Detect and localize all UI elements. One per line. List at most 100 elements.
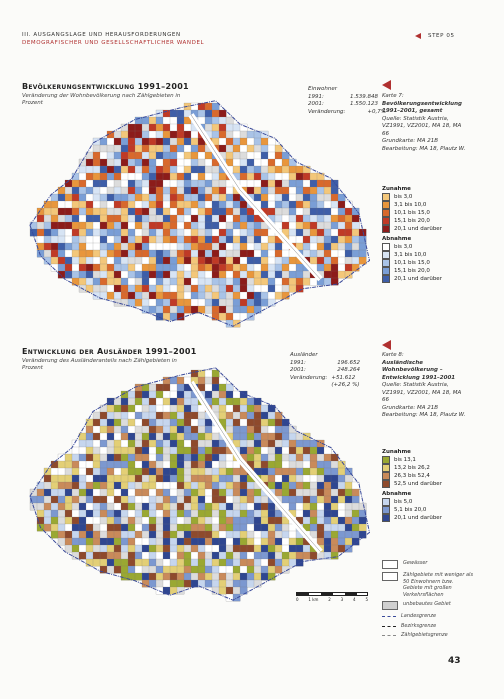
map-cell [211, 376, 220, 385]
map-cell [225, 579, 234, 588]
map-cell [211, 369, 220, 378]
map-cell [141, 551, 150, 560]
map-cell [141, 207, 150, 216]
map-cell [176, 277, 185, 286]
map-cell [141, 446, 150, 455]
map-cell [316, 495, 325, 504]
map-cell [50, 502, 59, 511]
map-cell [134, 270, 143, 279]
map-cell [120, 228, 129, 237]
map-cell [92, 200, 101, 209]
legend-group-title: Zunahme [382, 449, 411, 455]
map-cell [253, 509, 262, 518]
map-cell [148, 256, 157, 265]
map-cell [274, 207, 283, 216]
caption-author: Bearbeitung: MA 18, Plautz W. [382, 412, 466, 418]
map-cell [43, 235, 52, 244]
map-cell [120, 172, 129, 181]
map-cell [323, 488, 332, 497]
map-cell [183, 284, 192, 293]
map-cell [64, 530, 73, 539]
map-cell [85, 263, 94, 272]
map-cell [78, 544, 87, 553]
map-legend-box [382, 560, 398, 569]
stats-label: 1991: [290, 359, 306, 366]
map-cell [281, 481, 290, 490]
map-cell [120, 277, 129, 286]
map-cell [204, 193, 213, 202]
map-cell [155, 481, 164, 490]
map-cell [232, 390, 241, 399]
caption: Karte 7: Bevölkerungsentwicklung 1991–200… [382, 93, 470, 153]
map-cell [169, 186, 178, 195]
map-cell [232, 418, 241, 427]
map-cell [99, 530, 108, 539]
map-cell [267, 411, 276, 420]
stats-row: 1991: 196.652 [290, 360, 360, 368]
legend: Zunahme bis 3,0 3,1 bis 10,0 10,1 bis 15,0 1… [382, 183, 442, 283]
map-cell [113, 495, 122, 504]
map-cell [155, 530, 164, 539]
map-cell [274, 200, 283, 209]
map-cell [260, 256, 269, 265]
map-cell [141, 298, 150, 307]
map-cell [211, 488, 220, 497]
map-cell [134, 432, 143, 441]
map-cell [155, 509, 164, 518]
map-cell [197, 495, 206, 504]
map-cell [120, 151, 129, 160]
map-cell [246, 284, 255, 293]
map-cell [239, 488, 248, 497]
map-cell [155, 263, 164, 272]
map-cell [309, 256, 318, 265]
map-cell [232, 263, 241, 272]
map-cell [239, 551, 248, 560]
map-cell [225, 284, 234, 293]
map-cell [92, 481, 101, 490]
map-cell [141, 453, 150, 462]
map-cell [169, 263, 178, 272]
legend-label: bis 3,0 [394, 244, 413, 250]
map-cell [148, 579, 157, 588]
stats-row: 2001: 248.264 [290, 367, 360, 375]
map-cell [141, 432, 150, 441]
map-cell [190, 228, 199, 237]
map-cell [134, 256, 143, 265]
map-cell [351, 523, 360, 532]
map-cell [148, 530, 157, 539]
map-cell [148, 453, 157, 462]
map-cell [232, 270, 241, 279]
map-cell [92, 228, 101, 237]
map-cell [155, 123, 164, 132]
map-cell [337, 544, 346, 553]
map-cell [113, 256, 122, 265]
legend-label: 52,5 und darüber [394, 481, 442, 487]
map-cell [120, 270, 129, 279]
map-cell [323, 544, 332, 553]
map-cell [113, 516, 122, 525]
map-cell [106, 179, 115, 188]
map-cell [99, 207, 108, 216]
map-cell [176, 235, 185, 244]
map-cell [183, 214, 192, 223]
map-cell [225, 291, 234, 300]
danube-edge [190, 382, 321, 552]
map-cell [253, 495, 262, 504]
map-cell [295, 488, 304, 497]
map-cell [344, 221, 353, 230]
map-cell [267, 446, 276, 455]
legend-item: bis 3,0 [382, 243, 442, 251]
map-cell [183, 158, 192, 167]
map-cell [183, 558, 192, 567]
map-cell [190, 144, 199, 153]
map-cell [183, 207, 192, 216]
map-cell [302, 432, 311, 441]
map-cell [253, 418, 262, 427]
map-cell [344, 207, 353, 216]
map-cell [162, 537, 171, 546]
map-cell [155, 551, 164, 560]
map-cell [197, 109, 206, 118]
map-cell [330, 249, 339, 258]
map-cell [260, 558, 269, 567]
